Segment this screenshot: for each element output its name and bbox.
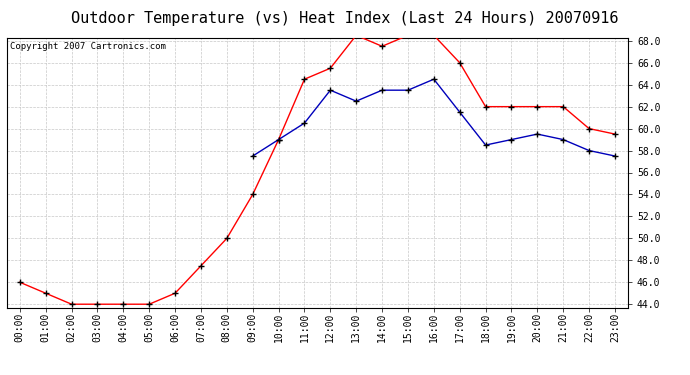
Text: Outdoor Temperature (vs) Heat Index (Last 24 Hours) 20070916: Outdoor Temperature (vs) Heat Index (Las… — [71, 11, 619, 26]
Text: Copyright 2007 Cartronics.com: Copyright 2007 Cartronics.com — [10, 42, 166, 51]
